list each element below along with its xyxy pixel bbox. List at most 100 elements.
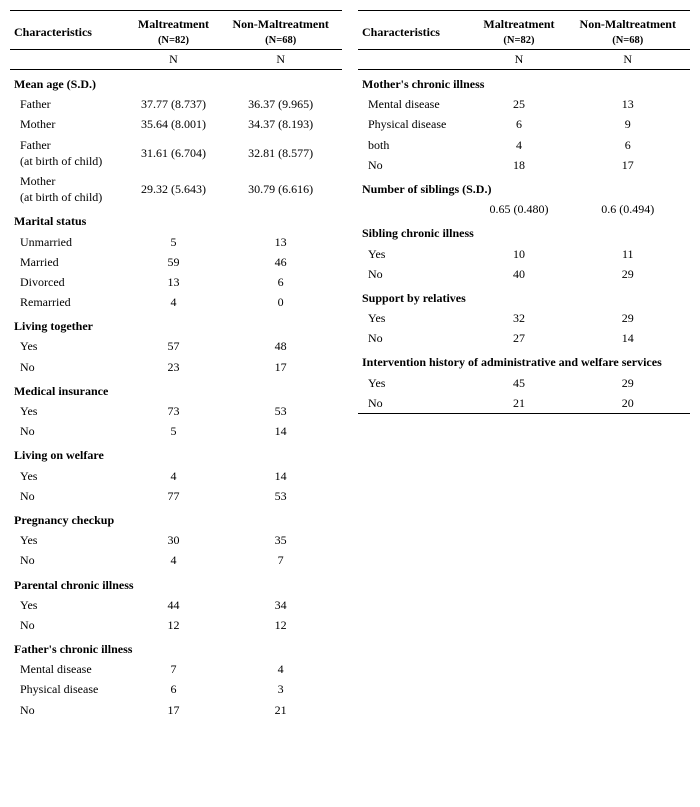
row-label: No: [10, 357, 128, 377]
row-nonmaltreatment-value: 4: [219, 659, 342, 679]
tables-wrap: Characteristics Maltreatment (N=82) Non-…: [10, 10, 690, 720]
row-maltreatment-value: 6: [128, 679, 220, 699]
header-sub-n-n: N: [219, 50, 342, 70]
row-nonmaltreatment-value: 35: [219, 530, 342, 550]
row-label: Remarried: [10, 292, 128, 312]
row-maltreatment-value: 5: [128, 232, 220, 252]
row-nonmaltreatment-value: 6: [219, 272, 342, 292]
row-maltreatment-value: 73: [128, 401, 220, 421]
row-maltreatment-value: 13: [128, 272, 220, 292]
row-nonmaltreatment-value: 13: [566, 94, 691, 114]
right-tbody: Mother's chronic illnessMental disease25…: [358, 70, 690, 414]
row-nonmaltreatment-value: 6: [566, 135, 691, 155]
row-maltreatment-value: 23: [128, 357, 220, 377]
section-title: Parental chronic illness: [10, 571, 342, 595]
row-nonmaltreatment-value: 34: [219, 595, 342, 615]
row-nonmaltreatment-value: 48: [219, 336, 342, 356]
row-maltreatment-value: 40: [472, 264, 565, 284]
row-label: Yes: [10, 595, 128, 615]
row-nonmaltreatment-value: 20: [566, 393, 691, 414]
row-label: Mental disease: [358, 94, 472, 114]
row-maltreatment-value: 4: [472, 135, 565, 155]
row-label: Father: [10, 94, 128, 114]
row-label: Physical disease: [10, 679, 128, 699]
section-title: Number of siblings (S.D.): [358, 175, 690, 199]
section-title: Mean age (S.D.): [10, 70, 342, 95]
row-maltreatment-value: 77: [128, 486, 220, 506]
row-nonmaltreatment-value: 14: [566, 328, 691, 348]
row-maltreatment-value: 17: [128, 700, 220, 720]
row-nonmaltreatment-value: 29: [566, 308, 691, 328]
row-label: Physical disease: [358, 114, 472, 134]
section-title: Marital status: [10, 207, 342, 231]
row-label: Mother(at birth of child): [10, 171, 128, 207]
row-maltreatment-value: 6: [472, 114, 565, 134]
row-label: both: [358, 135, 472, 155]
header-nonmaltreatment-n: (N=68): [265, 35, 296, 46]
section-title: Support by relatives: [358, 284, 690, 308]
row-label: Mental disease: [10, 659, 128, 679]
row-nonmaltreatment-value: 29: [566, 264, 691, 284]
row-maltreatment-value: 18: [472, 155, 565, 175]
section-title: Intervention history of administrative a…: [358, 348, 690, 372]
row-maltreatment-value: 4: [128, 292, 220, 312]
row-maltreatment-value: 57: [128, 336, 220, 356]
row-maltreatment-value: 30: [128, 530, 220, 550]
row-maltreatment-value: 37.77 (8.737): [128, 94, 220, 114]
header-nonmaltreatment: Non-Maltreatment (N=68): [219, 11, 342, 50]
row-label: No: [358, 328, 472, 348]
header-maltreatment-r: Maltreatment (N=82): [472, 11, 565, 50]
section-title: Living on welfare: [10, 441, 342, 465]
header-sub-n-n-r: N: [566, 50, 691, 70]
row-maltreatment-value: 0.65 (0.480): [472, 199, 565, 219]
row-maltreatment-value: 27: [472, 328, 565, 348]
row-label: Yes: [358, 244, 472, 264]
row-label: No: [10, 550, 128, 570]
row-nonmaltreatment-value: 14: [219, 421, 342, 441]
header-sub-n-m: N: [128, 50, 220, 70]
row-nonmaltreatment-value: 7: [219, 550, 342, 570]
section-title: Medical insurance: [10, 377, 342, 401]
row-label: Yes: [10, 336, 128, 356]
row-maltreatment-value: 4: [128, 466, 220, 486]
row-nonmaltreatment-value: 46: [219, 252, 342, 272]
row-label: Father(at birth of child): [10, 135, 128, 171]
row-nonmaltreatment-value: 36.37 (9.965): [219, 94, 342, 114]
row-maltreatment-value: 59: [128, 252, 220, 272]
header-maltreatment-n-r: (N=82): [503, 35, 534, 46]
row-label: No: [10, 700, 128, 720]
row-nonmaltreatment-value: 17: [566, 155, 691, 175]
row-maltreatment-value: 35.64 (8.001): [128, 114, 220, 134]
row-nonmaltreatment-value: 3: [219, 679, 342, 699]
row-label: No: [358, 264, 472, 284]
section-title: Living together: [10, 312, 342, 336]
row-nonmaltreatment-value: 53: [219, 486, 342, 506]
left-table: Characteristics Maltreatment (N=82) Non-…: [10, 10, 342, 720]
header-maltreatment-label-r: Maltreatment: [483, 17, 554, 31]
row-label: Married: [10, 252, 128, 272]
row-maltreatment-value: 31.61 (6.704): [128, 135, 220, 171]
row-maltreatment-value: 21: [472, 393, 565, 414]
row-maltreatment-value: 32: [472, 308, 565, 328]
header-characteristics-r: Characteristics: [358, 11, 472, 50]
row-label: Yes: [358, 308, 472, 328]
header-sub-n-m-r: N: [472, 50, 565, 70]
row-maltreatment-value: 25: [472, 94, 565, 114]
header-maltreatment: Maltreatment (N=82): [128, 11, 220, 50]
header-nonmaltreatment-label: Non-Maltreatment: [232, 17, 328, 31]
header-characteristics: Characteristics: [10, 11, 128, 50]
row-nonmaltreatment-value: 11: [566, 244, 691, 264]
right-table: Characteristics Maltreatment (N=82) Non-…: [358, 10, 690, 414]
row-label: No: [10, 615, 128, 635]
row-maltreatment-value: 4: [128, 550, 220, 570]
row-maltreatment-value: 29.32 (5.643): [128, 171, 220, 207]
row-label: Yes: [10, 466, 128, 486]
header-nonmaltreatment-r: Non-Maltreatment (N=68): [566, 11, 691, 50]
row-nonmaltreatment-value: 34.37 (8.193): [219, 114, 342, 134]
header-nonmaltreatment-n-r: (N=68): [612, 35, 643, 46]
row-nonmaltreatment-value: 12: [219, 615, 342, 635]
row-nonmaltreatment-value: 29: [566, 373, 691, 393]
row-label: Yes: [10, 401, 128, 421]
header-maltreatment-n: (N=82): [158, 35, 189, 46]
row-nonmaltreatment-value: 30.79 (6.616): [219, 171, 342, 207]
